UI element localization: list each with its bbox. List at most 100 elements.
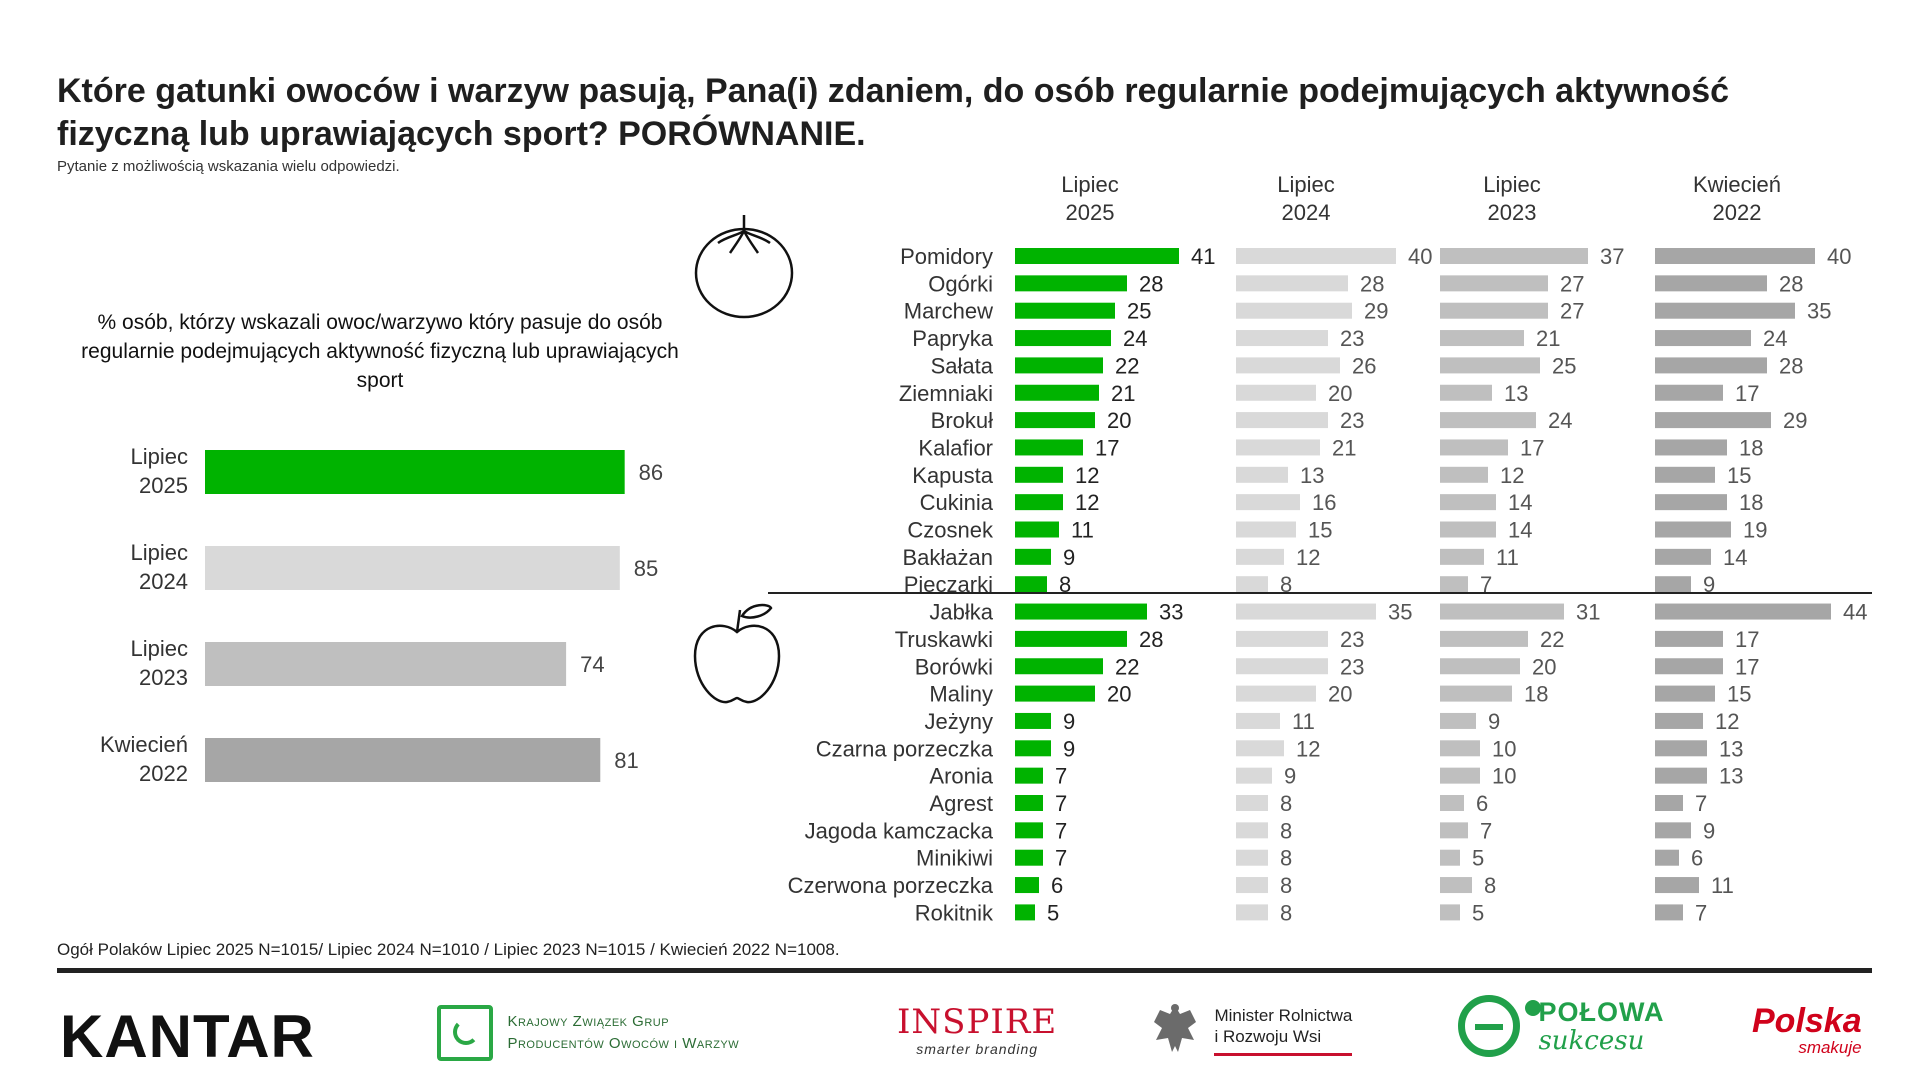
species-value-label: 7 <box>1695 900 1707 925</box>
species-bar <box>1655 494 1727 511</box>
species-value-label: 11 <box>1071 518 1094 543</box>
species-bar <box>1440 357 1540 374</box>
species-bar <box>1236 877 1268 894</box>
polska-smakuje-logo: Polska smakuje <box>1752 1003 1862 1057</box>
species-bar <box>1236 795 1268 811</box>
species-label: Czosnek <box>907 518 994 543</box>
species-value-label: 27 <box>1560 271 1584 296</box>
species-bar <box>1236 712 1280 729</box>
species-bar <box>1655 849 1679 866</box>
species-value-label: 11 <box>1496 545 1519 570</box>
total-category-label: Lipiec <box>131 540 188 565</box>
species-bar <box>1655 795 1683 811</box>
panel-header-label: Lipiec <box>1061 172 1118 197</box>
species-bar <box>1236 302 1352 319</box>
species-bar <box>1236 330 1328 347</box>
ministry-logo: Minister Rolnictwa i Rozwoju Wsi <box>1150 1000 1353 1060</box>
species-bar <box>1440 384 1492 401</box>
species-value-label: 28 <box>1779 271 1803 296</box>
kzgp-emblem-icon <box>437 1005 493 1061</box>
species-bar <box>1236 603 1376 620</box>
species-bar <box>1236 412 1328 429</box>
polska-line-2: smakuje <box>1798 1038 1862 1057</box>
species-value-label: 18 <box>1524 682 1548 707</box>
species-bar <box>1440 740 1480 757</box>
species-value-label: 10 <box>1492 764 1516 789</box>
species-value-label: 35 <box>1388 600 1412 625</box>
species-bar <box>1655 302 1795 319</box>
species-bar <box>1655 521 1731 538</box>
species-bar <box>1015 466 1063 483</box>
species-value-label: 18 <box>1739 490 1763 515</box>
species-value-label: 23 <box>1340 326 1364 351</box>
species-value-label: 28 <box>1139 271 1163 296</box>
panel-header-label: Lipiec <box>1277 172 1334 197</box>
species-bar <box>1236 630 1328 647</box>
species-label: Czerwona porzeczka <box>788 873 994 898</box>
species-bar <box>1015 548 1051 565</box>
species-bar <box>1015 877 1039 894</box>
species-value-label: 15 <box>1308 518 1332 543</box>
species-bar <box>1655 466 1715 483</box>
species-bar <box>1655 603 1831 620</box>
species-value-label: 22 <box>1115 353 1139 378</box>
species-value-label: 17 <box>1735 627 1759 652</box>
polowa-line-1: POŁOWA <box>1538 997 1665 1027</box>
species-value-label: 13 <box>1719 736 1743 761</box>
species-value-label: 17 <box>1735 381 1759 406</box>
panel-header-label: Kwiecień <box>1693 172 1781 197</box>
species-bar <box>1440 630 1528 647</box>
species-bar <box>1440 548 1484 565</box>
species-value-label: 26 <box>1352 353 1376 378</box>
species-value-label: 12 <box>1500 463 1524 488</box>
total-value-label: 86 <box>639 460 663 485</box>
species-bar <box>1236 740 1284 757</box>
species-label: Papryka <box>912 326 993 351</box>
tomato-icon <box>694 215 794 319</box>
species-label: Ziemniaki <box>899 381 993 406</box>
species-bar <box>1440 795 1464 811</box>
species-value-label: 8 <box>1059 572 1071 597</box>
species-value-label: 44 <box>1843 600 1867 625</box>
species-bar <box>1015 576 1047 593</box>
species-label: Truskawki <box>895 627 993 652</box>
left-chart-description: % osób, którzy wskazali owoc/warzywo któ… <box>81 311 679 392</box>
species-value-label: 20 <box>1328 682 1352 707</box>
species-label: Minikiwi <box>916 846 993 871</box>
species-value-label: 9 <box>1063 545 1075 570</box>
species-value-label: 9 <box>1488 709 1500 734</box>
species-bar <box>1015 302 1115 319</box>
species-bar <box>1655 685 1715 702</box>
species-value-label: 5 <box>1472 900 1484 925</box>
species-value-label: 16 <box>1312 490 1336 515</box>
species-value-label: 9 <box>1703 818 1715 843</box>
species-bar <box>1655 658 1723 675</box>
total-value-label: 85 <box>634 556 658 581</box>
species-bar <box>1015 412 1095 429</box>
species-value-label: 40 <box>1408 244 1432 269</box>
species-bar <box>1440 275 1548 292</box>
species-value-label: 9 <box>1063 709 1075 734</box>
species-bar <box>1236 494 1300 511</box>
species-bar <box>1015 630 1127 647</box>
species-value-label: 40 <box>1827 244 1851 269</box>
species-value-label: 20 <box>1328 381 1352 406</box>
species-label: Czarna porzeczka <box>816 736 994 761</box>
species-value-label: 14 <box>1508 490 1532 515</box>
total-bar <box>205 546 620 590</box>
species-label: Brokuł <box>931 408 993 433</box>
species-bar <box>1015 712 1051 729</box>
species-bar <box>1440 603 1564 620</box>
species-label: Cukinia <box>920 490 994 515</box>
species-bar <box>1015 849 1043 866</box>
species-value-label: 20 <box>1532 654 1556 679</box>
species-label: Bakłażan <box>902 545 993 570</box>
species-value-label: 11 <box>1711 873 1734 898</box>
inspire-logo: INSPIRE smarter branding <box>897 1003 1057 1057</box>
species-value-label: 23 <box>1340 627 1364 652</box>
species-value-label: 13 <box>1300 463 1324 488</box>
species-bar <box>1440 412 1536 429</box>
species-value-label: 19 <box>1743 518 1767 543</box>
sample-footnote: Ogół Polaków Lipiec 2025 N=1015/ Lipiec … <box>57 940 840 959</box>
panel-header-label: 2025 <box>1066 200 1115 225</box>
